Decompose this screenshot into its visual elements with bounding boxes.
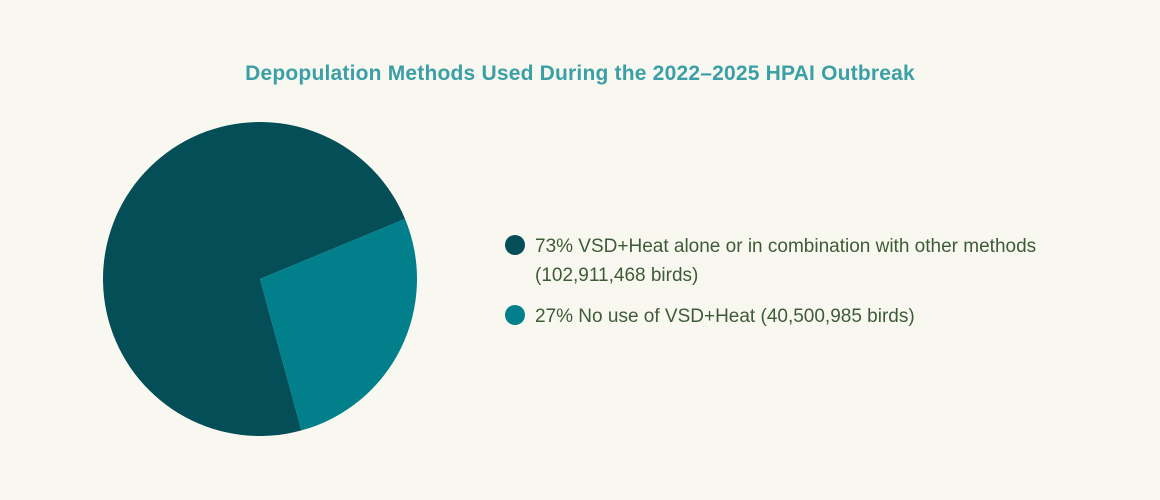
pie-slice-vsd-heat [102,122,406,436]
legend: 73% VSD+Heat alone or in combination wit… [505,232,1065,343]
chart-title: Depopulation Methods Used During the 202… [245,62,915,85]
legend-label-vsd-heat: 73% VSD+Heat alone or in combination wit… [535,236,1037,286]
legend-item-no-vsd-heat: 27% No use of VSD+Heat (40,500,985 birds… [505,302,1065,331]
legend-swatch-vsd-heat [505,235,525,255]
pie-slice-no-vsd-heat [260,218,417,431]
legend-swatch-no-vsd-heat [505,305,525,325]
legend-item-vsd-heat: 73% VSD+Heat alone or in combination wit… [505,232,1065,290]
legend-label-no-vsd-heat: 27% No use of VSD+Heat (40,500,985 birds… [535,306,915,327]
